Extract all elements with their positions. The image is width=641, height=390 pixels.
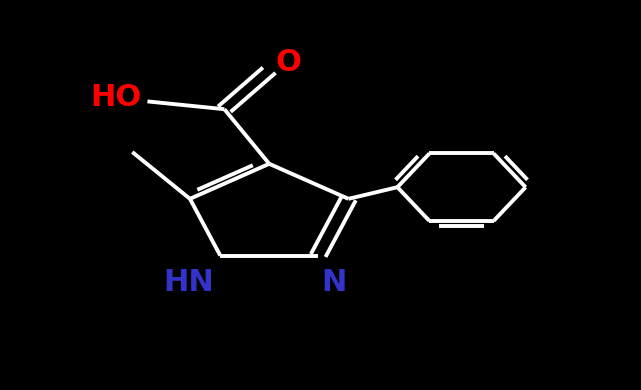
Text: O: O	[276, 48, 301, 77]
Text: HN: HN	[163, 268, 213, 297]
Text: HO: HO	[90, 83, 141, 112]
Text: N: N	[322, 268, 347, 297]
